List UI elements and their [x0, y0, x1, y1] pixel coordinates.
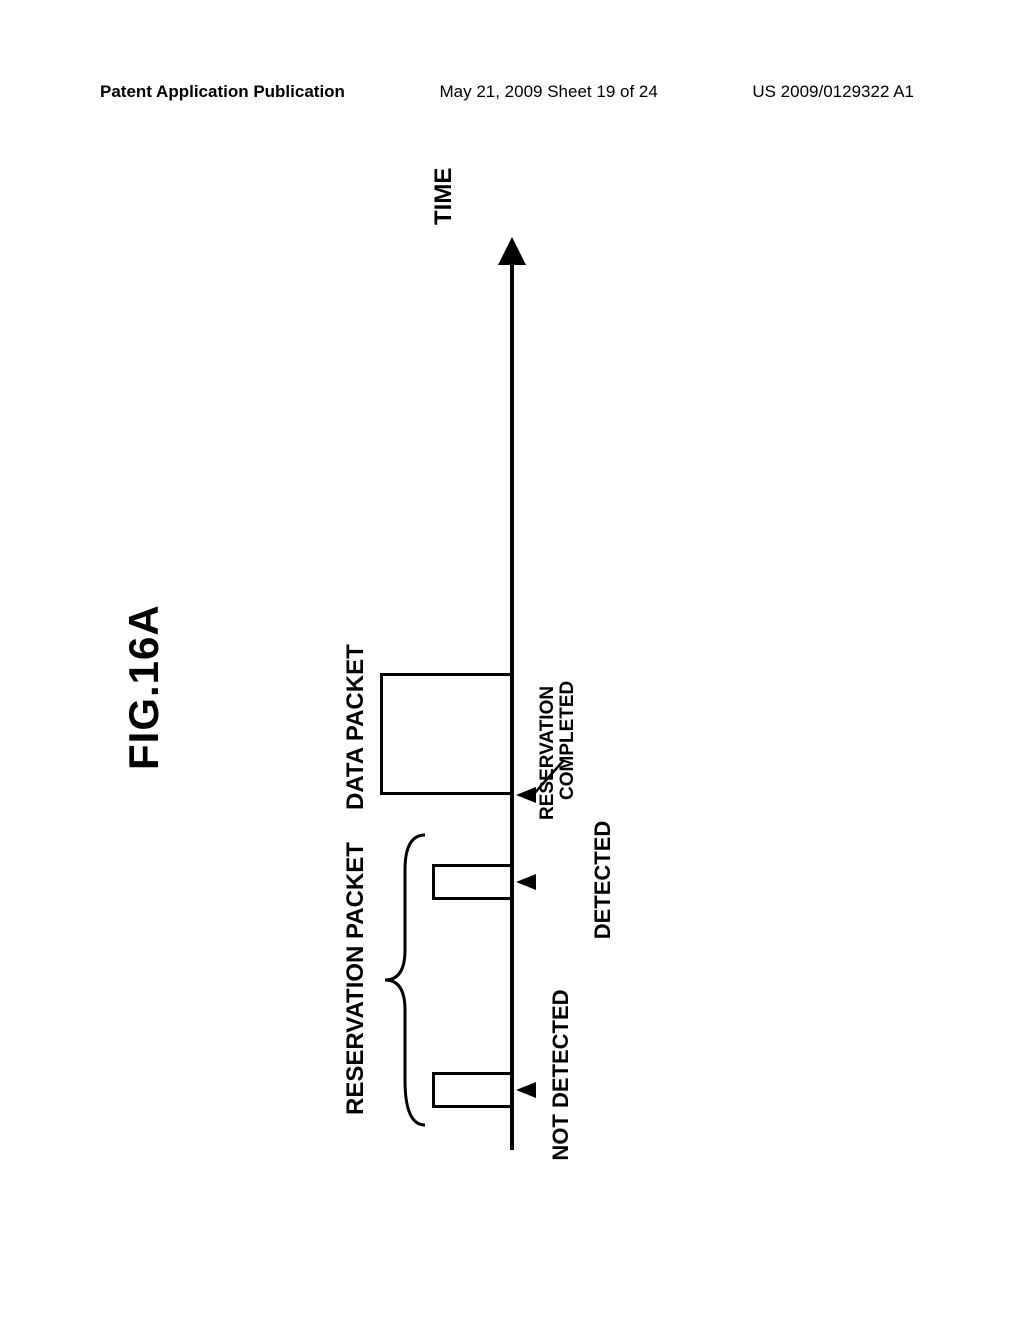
not-detected-arrow: [516, 1082, 536, 1098]
header-publication: Patent Application Publication: [100, 82, 345, 102]
reservation-packet-label: RESERVATION PACKET: [342, 842, 370, 1115]
reservation-brace: [380, 830, 430, 1130]
reservation-packet-2: [432, 864, 510, 900]
detected-arrow: [516, 874, 536, 890]
reservation-completed-label: RESERVATION COMPLETED: [538, 640, 578, 820]
figure-title: FIG.16A: [120, 604, 168, 770]
reservation-completed-line2: COMPLETED: [557, 681, 578, 820]
data-packet-label: DATA PACKET: [342, 644, 370, 810]
time-axis: [510, 260, 514, 1150]
detected-label: DETECTED: [590, 810, 616, 950]
page-header: Patent Application Publication May 21, 2…: [0, 82, 1024, 102]
header-date-sheet: May 21, 2009 Sheet 19 of 24: [439, 82, 657, 102]
timeline-diagram: TIME RESERVATION PACKET DATA PACKET NOT …: [280, 190, 680, 1150]
figure-area: FIG.16A TIME RESERVATION PACKET DATA PAC…: [0, 130, 1024, 1230]
time-axis-label: TIME: [430, 168, 458, 225]
reservation-completed-line1: RESERVATION: [537, 686, 558, 820]
header-doc-number: US 2009/0129322 A1: [752, 82, 914, 102]
not-detected-label: NOT DETECTED: [548, 985, 574, 1165]
figure-rotated-container: FIG.16A TIME RESERVATION PACKET DATA PAC…: [0, 130, 1024, 1230]
time-axis-arrowhead: [498, 237, 526, 265]
data-packet: [380, 673, 510, 795]
reservation-packet-1: [432, 1072, 510, 1108]
